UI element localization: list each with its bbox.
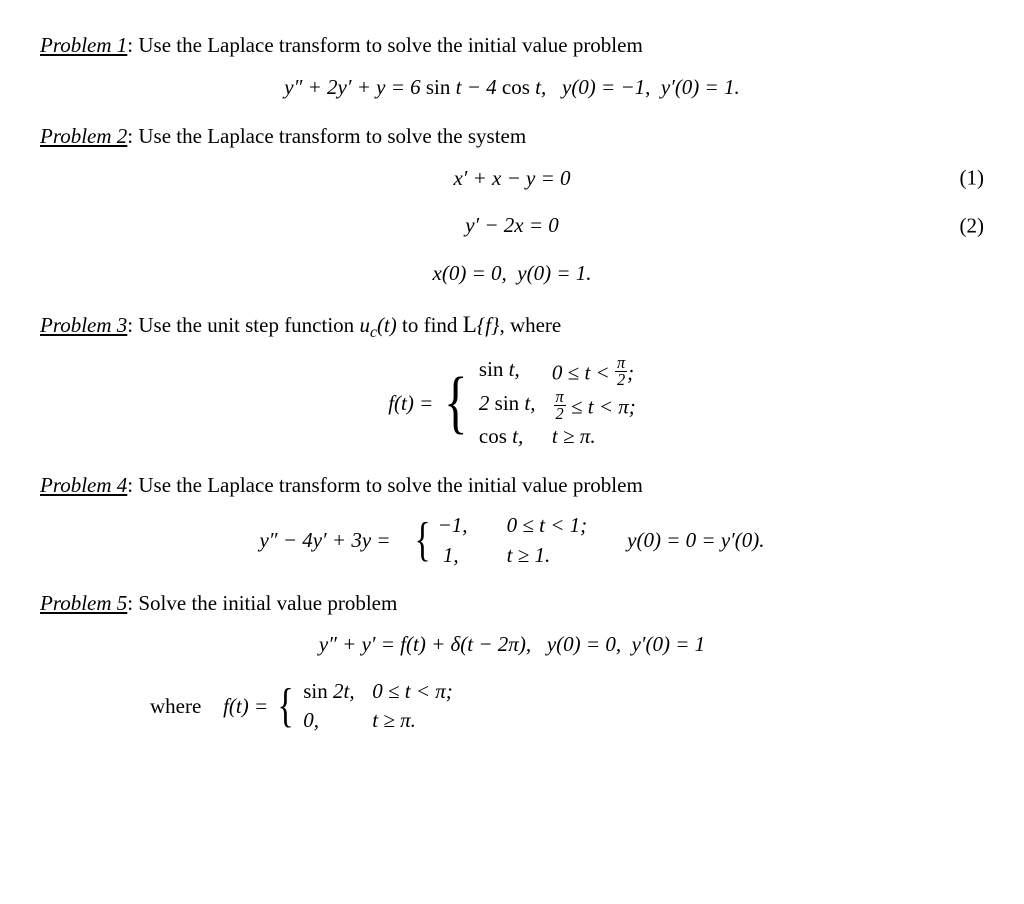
p4-rhs: y(0) = 0 = y′(0). xyxy=(627,525,764,557)
problem-2-label: Problem 2 xyxy=(40,124,127,148)
problem-5-where: where f(t) = { sin 2t,0 ≤ t < π; 0,t ≥ π… xyxy=(40,677,984,736)
problem-4-label: Problem 4 xyxy=(40,473,127,497)
problem-1-label: Problem 1 xyxy=(40,33,127,57)
problem-4-equation: y″ − 4y′ + 3y = { −1,0 ≤ t < 1; 1,t ≥ 1.… xyxy=(40,511,984,570)
problem-3-text-c: , where xyxy=(499,313,561,337)
problem-2-eq3: x(0) = 0, y(0) = 1. xyxy=(40,258,984,290)
problem-1: Problem 1: Use the Laplace transform to … xyxy=(40,30,984,103)
problem-2: Problem 2: Use the Laplace transform to … xyxy=(40,121,984,289)
left-brace-icon: { xyxy=(444,382,468,424)
piecewise-cases: −1,0 ≤ t < 1; 1,t ≥ 1. xyxy=(438,511,588,570)
left-brace-icon: { xyxy=(278,692,294,721)
problem-1-text: : Use the Laplace transform to solve the… xyxy=(127,33,643,57)
uc-arg: (t) xyxy=(377,313,397,337)
problem-3-equation: f(t) = { sin t,0 ≤ t < π2; 2 sin t,π2 ≤ … xyxy=(40,355,984,452)
f-of-t-lhs: f(t) = xyxy=(388,388,433,420)
problem-2-eq1: x′ + x − y = 0 (1) xyxy=(40,163,984,195)
f-of-t-lhs: f(t) = xyxy=(223,691,268,723)
problem-3-text-b: to find xyxy=(397,313,463,337)
problem-5-text: : Solve the initial value problem xyxy=(127,591,397,615)
problem-5: Problem 5: Solve the initial value probl… xyxy=(40,588,984,736)
problem-3-label: Problem 3 xyxy=(40,313,127,337)
problem-2-eq2: y′ − 2x = 0 (2) xyxy=(40,210,984,242)
where-text: where xyxy=(150,691,217,723)
problem-5-label: Problem 5 xyxy=(40,591,127,615)
piecewise-cases: sin 2t,0 ≤ t < π; 0,t ≥ π. xyxy=(303,677,453,736)
problem-3-text-a: : Use the unit step function xyxy=(127,313,359,337)
left-brace-icon: { xyxy=(414,526,430,555)
L-of-f: {f} xyxy=(477,313,500,337)
eq-number-1: (1) xyxy=(960,163,985,195)
problem-3: Problem 3: Use the unit step function uc… xyxy=(40,307,984,452)
frac-den: 2 xyxy=(615,372,627,388)
problem-5-equation: y″ + y′ = f(t) + δ(t − 2π), y(0) = 0, y′… xyxy=(40,629,984,661)
uc-symbol: u xyxy=(359,313,370,337)
problem-4-text: : Use the Laplace transform to solve the… xyxy=(127,473,643,497)
problem-1-equation: y″ + 2y′ + y = 6 sin t − 4 cos t, y(0) =… xyxy=(40,72,984,104)
p4-lhs: y″ − 4y′ + 3y = xyxy=(259,525,390,557)
problem-2-text: : Use the Laplace transform to solve the… xyxy=(127,124,526,148)
uc-sub: c xyxy=(370,324,377,341)
problem-4: Problem 4: Use the Laplace transform to … xyxy=(40,470,984,570)
eq-number-2: (2) xyxy=(960,210,985,242)
piecewise-cases: sin t,0 ≤ t < π2; 2 sin t,π2 ≤ t < π; co… xyxy=(479,355,636,452)
frac-den: 2 xyxy=(554,406,566,422)
